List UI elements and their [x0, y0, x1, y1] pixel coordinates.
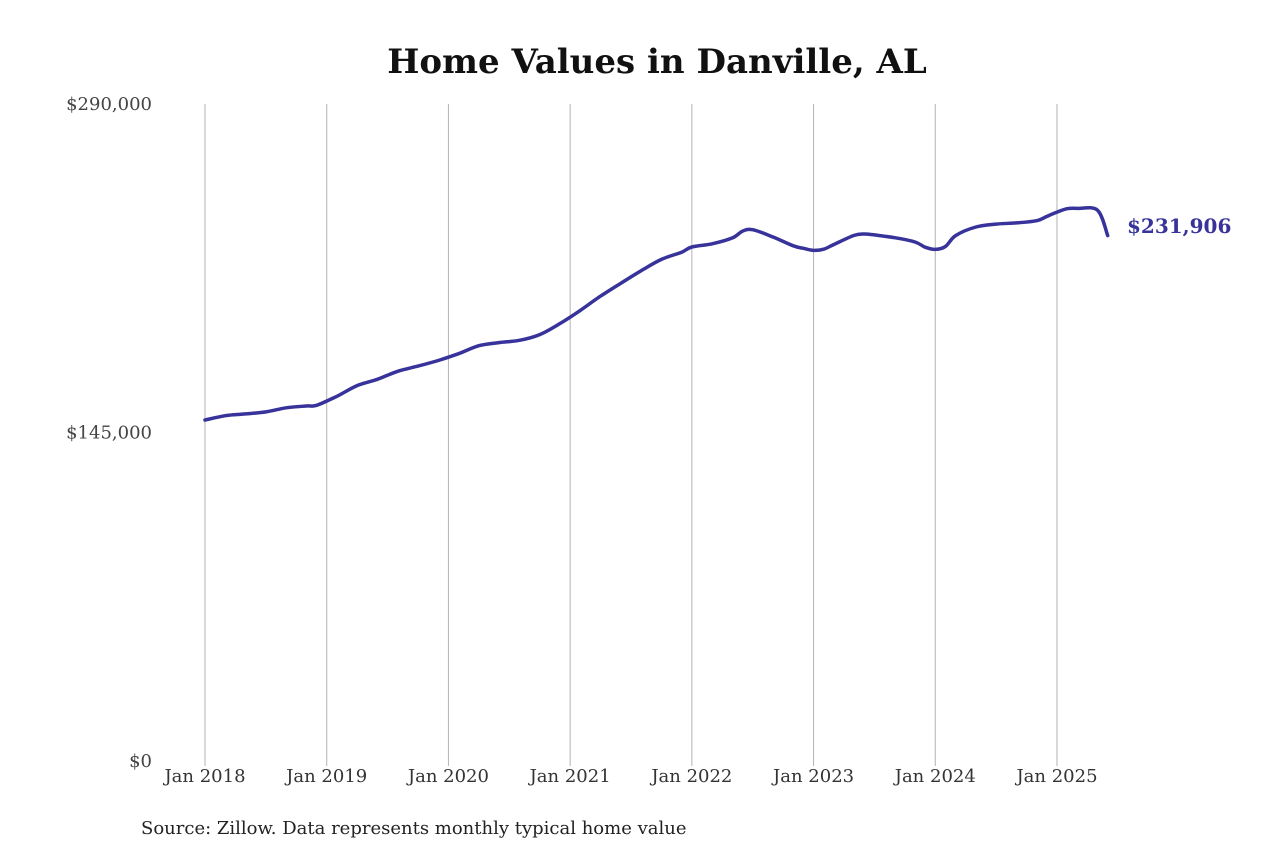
x-tick-label: Jan 2018	[162, 766, 245, 787]
source-note: Source: Zillow. Data represents monthly …	[141, 818, 687, 839]
y-tick-label: $145,000	[66, 423, 152, 444]
vertical-gridlines	[204, 104, 1058, 766]
y-tick-label: $0	[129, 751, 152, 772]
y-axis-tick-labels: $0 $145,000 $290,000	[66, 94, 152, 772]
x-tick-label: Jan 2023	[771, 766, 854, 787]
end-value-label: $231,906	[1127, 214, 1231, 238]
x-tick-label: Jan 2019	[284, 766, 367, 787]
x-tick-label: Jan 2020	[406, 766, 489, 787]
x-axis-tick-labels: Jan 2018 Jan 2019 Jan 2020 Jan 2021 Jan 2022…	[162, 766, 1097, 787]
chart-title: Home Values in Danville, AL	[387, 42, 927, 82]
x-tick-label: Jan 2024	[893, 766, 976, 787]
series-group	[203, 205, 1110, 422]
x-tick-label: Jan 2025	[1014, 766, 1097, 787]
home-value-line	[203, 205, 1110, 422]
y-tick-label: $290,000	[66, 94, 152, 115]
x-tick-label: Jan 2021	[528, 766, 611, 787]
x-tick-label: Jan 2022	[649, 766, 732, 787]
